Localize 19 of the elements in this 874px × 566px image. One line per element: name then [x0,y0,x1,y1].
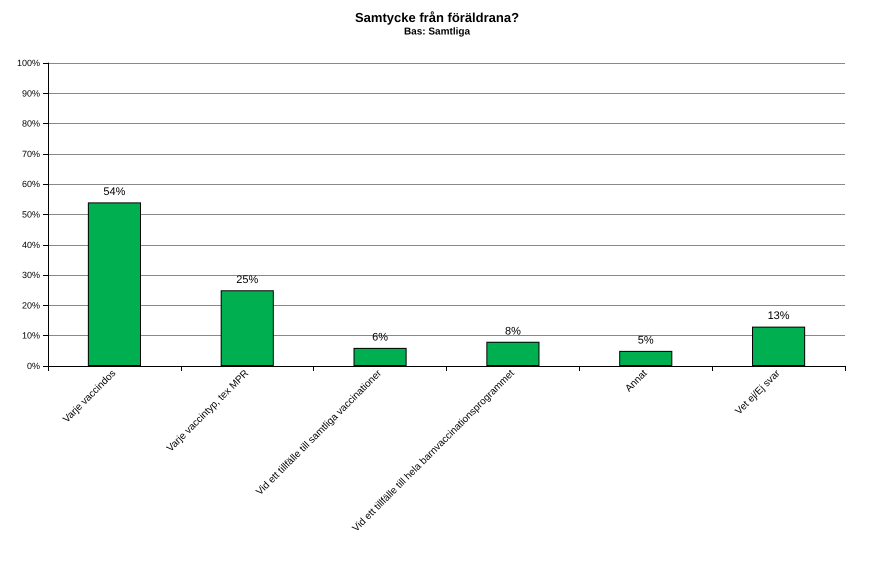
y-tick-label: 50% [22,210,40,220]
y-tick-label: 10% [22,330,40,341]
data-label: 54% [103,186,126,198]
data-label: 25% [236,274,258,286]
y-tick-label: 80% [22,118,40,129]
y-tick-label: 70% [22,148,40,159]
data-label: 13% [768,310,790,322]
data-label: 5% [638,334,654,346]
y-tick-label: 90% [22,88,40,98]
y-tick-label: 100% [16,58,40,68]
chart-subtitle: Bas: Samtliga [404,26,470,38]
y-tick-label: 30% [22,270,40,280]
y-tick-label: 20% [22,300,40,310]
data-label: 6% [372,331,388,344]
data-label: 8% [504,325,522,338]
chart-title: Samtycke från föräldrana? [354,10,520,25]
y-tick-label: 60% [22,179,40,190]
y-tick-label: 0% [26,361,40,371]
y-tick-label: 40% [22,240,40,250]
